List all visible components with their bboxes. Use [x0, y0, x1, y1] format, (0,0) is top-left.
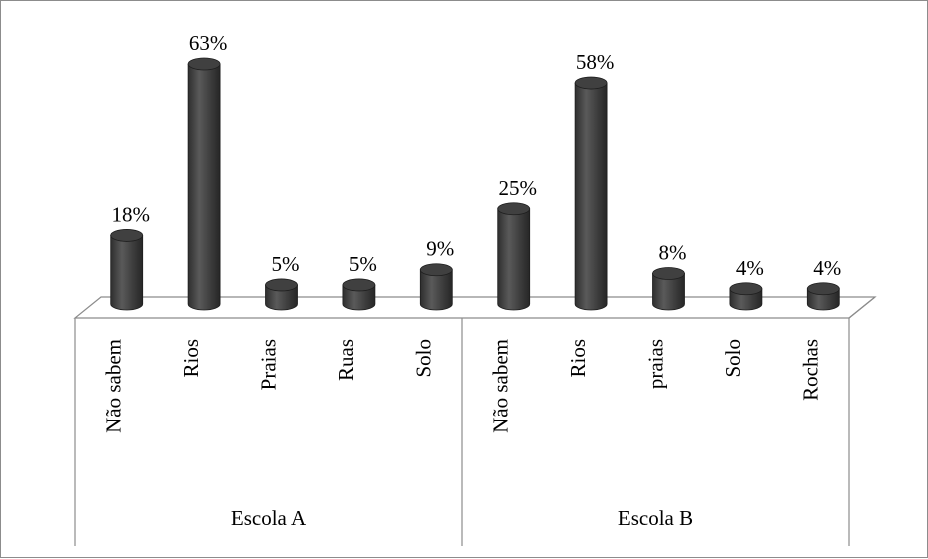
data-label: 25%: [498, 176, 537, 200]
data-label: 63%: [189, 31, 228, 55]
bar-body: [110, 235, 144, 311]
bar-cap: [806, 282, 840, 296]
category-label: Não sabem: [489, 339, 513, 433]
bar: [419, 263, 453, 311]
bar: [497, 202, 531, 311]
bar: [187, 57, 221, 311]
category-label: Não sabem: [102, 339, 126, 433]
bars-layer: [110, 57, 840, 311]
bar-cap: [652, 267, 685, 280]
category-label: praias: [644, 339, 668, 389]
bar-cap: [419, 263, 453, 277]
bar-cap: [110, 229, 144, 242]
data-label: 5%: [349, 252, 377, 276]
category-label: Solo: [411, 339, 435, 378]
bar-body: [419, 269, 453, 311]
category-axis: [74, 296, 876, 546]
bar-body: [187, 63, 221, 311]
group-label: Escola A: [231, 506, 307, 530]
data-label: 4%: [736, 256, 764, 280]
bar: [652, 267, 685, 311]
bar: [574, 76, 608, 311]
bar-cap: [497, 202, 531, 216]
data-label: 58%: [576, 50, 615, 74]
bar-body: [342, 284, 376, 311]
data-label: 8%: [659, 241, 687, 265]
category-label: Rochas: [798, 339, 822, 401]
bar-cap: [342, 278, 376, 292]
data-label: 4%: [813, 256, 841, 280]
category-label: Rios: [179, 339, 203, 378]
bar-cap: [187, 57, 221, 71]
category-label: Ruas: [334, 339, 358, 381]
group-label: Escola B: [618, 506, 693, 530]
bar-body: [574, 82, 608, 311]
bar: [729, 282, 763, 311]
bar-cap: [265, 278, 298, 292]
category-label: Solo: [721, 339, 745, 378]
category-label: Rios: [566, 339, 590, 378]
bar-body: [652, 273, 685, 311]
data-label: 18%: [111, 202, 150, 226]
bar-cap: [729, 282, 763, 296]
bar: [110, 229, 144, 311]
bar: [265, 278, 298, 311]
bar: [342, 278, 376, 311]
labels-layer: 18% Não sabem 63% Rios 5% Praias 5% Ruas 9% Solo E…: [102, 31, 842, 530]
data-label: 5%: [272, 252, 300, 276]
bar: [806, 282, 840, 311]
bar-body: [497, 208, 531, 311]
data-label: 9%: [426, 237, 454, 261]
bar-body: [265, 284, 298, 311]
bar-cap: [574, 76, 608, 90]
category-label: Praias: [257, 339, 281, 390]
